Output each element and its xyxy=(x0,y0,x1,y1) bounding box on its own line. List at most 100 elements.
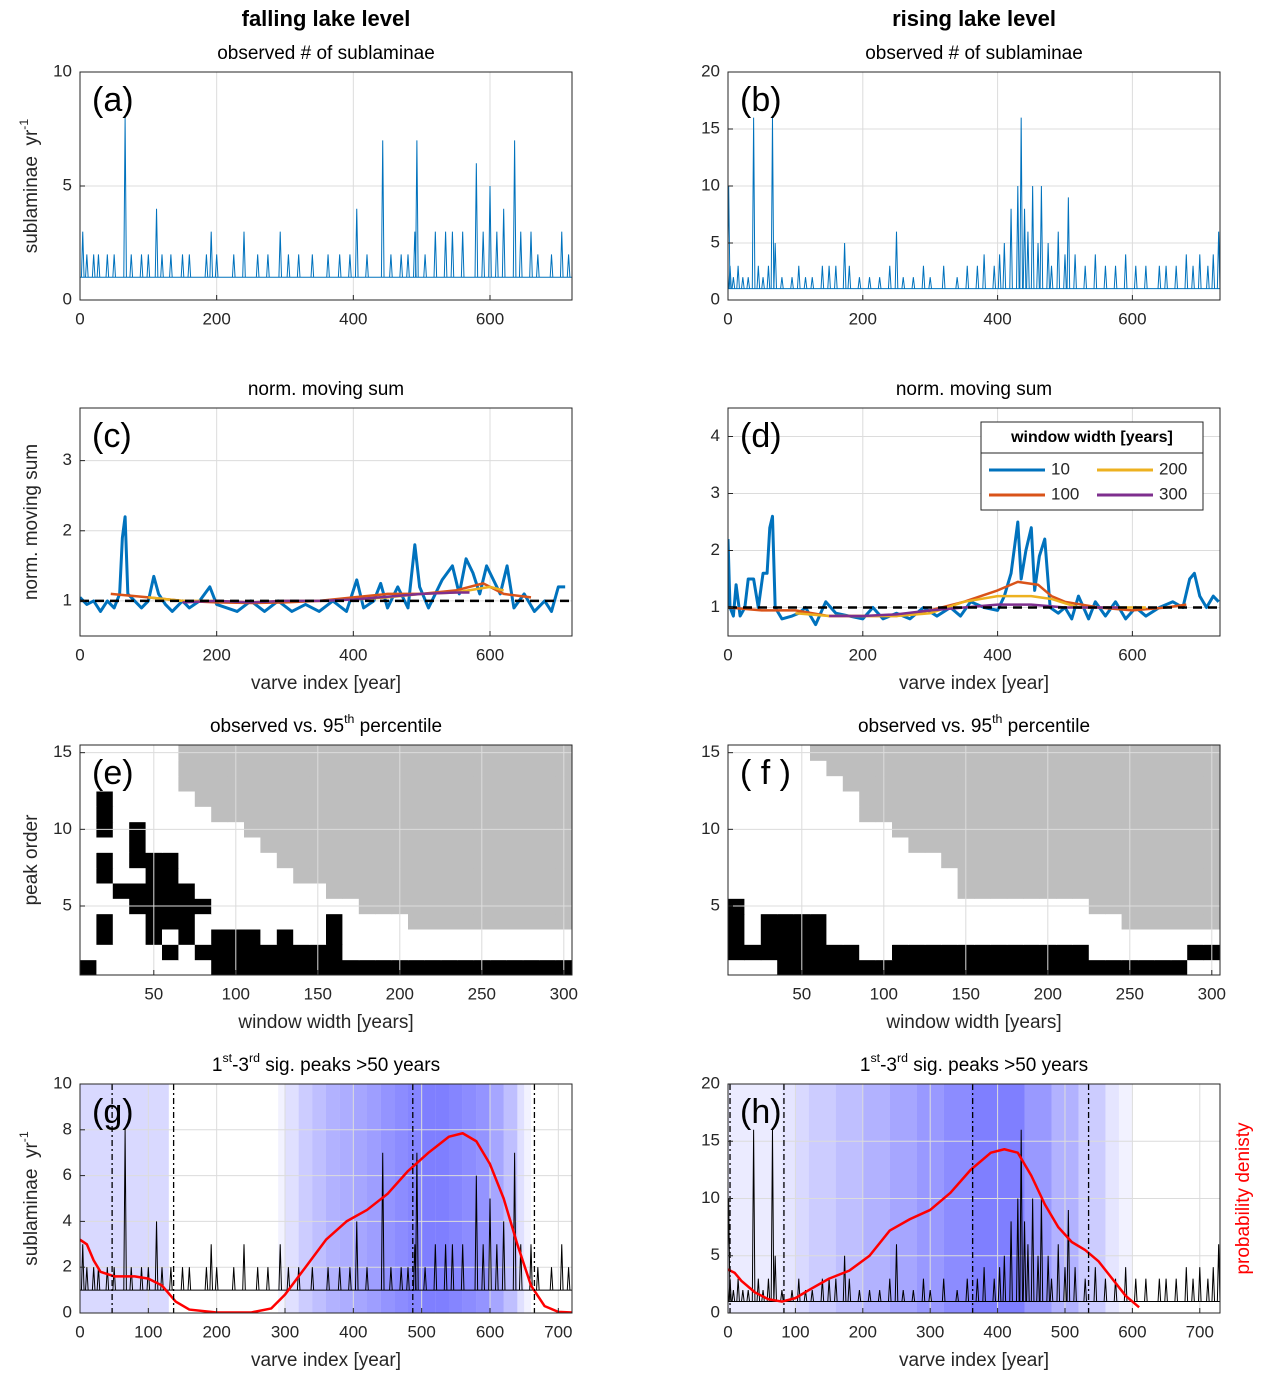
heat-cell xyxy=(1170,883,1188,899)
heat-cell xyxy=(375,775,393,792)
spike xyxy=(460,1244,465,1291)
heat-cell xyxy=(777,913,795,930)
heat-cell xyxy=(440,852,458,869)
heat-cell xyxy=(358,913,376,930)
density-shade xyxy=(312,1084,326,1313)
heat-cell xyxy=(408,760,425,777)
heat-cell xyxy=(1138,760,1155,777)
spike xyxy=(820,1278,825,1302)
heat-cell xyxy=(490,775,507,792)
density-shade xyxy=(524,1084,531,1313)
heat-cell xyxy=(244,775,261,792)
x-axis-label: window width [years] xyxy=(237,1012,413,1033)
heat-cell xyxy=(293,944,311,961)
x-tick-label: 700 xyxy=(544,1322,572,1341)
heat-cell xyxy=(1056,913,1073,930)
series-line xyxy=(728,1148,1140,1309)
heat-cell xyxy=(375,929,393,945)
heat-cell xyxy=(112,959,130,975)
x-tick-label: 700 xyxy=(1186,1322,1214,1341)
heat-cell xyxy=(810,760,827,777)
spike xyxy=(214,254,219,278)
spike xyxy=(146,1267,151,1291)
spike xyxy=(1103,1278,1108,1302)
heat-cell xyxy=(194,913,212,930)
x-tick-label: 200 xyxy=(386,984,414,1003)
heat-cell xyxy=(342,837,360,853)
heat-cell xyxy=(1006,837,1024,853)
spike xyxy=(911,277,916,289)
heat-cell xyxy=(440,944,458,961)
heat-cell xyxy=(1170,944,1188,961)
spike xyxy=(146,254,151,278)
legend-title: window width [years] xyxy=(1010,429,1173,446)
spike xyxy=(365,1267,369,1291)
panel-title: norm. moving sum xyxy=(248,379,404,400)
axes-box xyxy=(79,71,573,301)
heat-cell xyxy=(1154,837,1172,853)
y-tick-label: 10 xyxy=(53,819,72,838)
heat-cell xyxy=(859,883,877,899)
spike xyxy=(827,265,831,289)
heat-cell xyxy=(375,837,393,853)
spike xyxy=(1133,265,1138,289)
heat-cell xyxy=(342,760,360,777)
spike xyxy=(139,1267,144,1291)
y-tick-label: 0 xyxy=(711,289,720,308)
x-tick-label: 0 xyxy=(75,309,84,328)
heat-cell xyxy=(440,913,458,930)
x-tick-label: 500 xyxy=(1051,1322,1079,1341)
heat-cell xyxy=(260,852,278,869)
spike xyxy=(894,1244,899,1302)
spike xyxy=(901,277,906,289)
spike xyxy=(911,1290,916,1302)
heat-cell xyxy=(211,913,229,930)
heat-cell xyxy=(1187,883,1205,899)
heat-cell xyxy=(1170,775,1188,792)
heat-cell xyxy=(760,775,778,792)
panel-title-sup: st xyxy=(223,1051,233,1065)
heat-cell xyxy=(80,944,97,961)
spike xyxy=(169,1267,173,1291)
heat-cell xyxy=(342,944,360,961)
heat-cell xyxy=(1138,775,1155,792)
spike xyxy=(1019,117,1023,289)
spike xyxy=(1022,1221,1027,1302)
spike xyxy=(169,254,173,278)
heat-cell xyxy=(112,806,130,823)
y-tick-label: 6 xyxy=(63,1165,72,1184)
spike xyxy=(1211,254,1216,289)
panel-title: observed vs. 95th percentile xyxy=(210,712,442,737)
y-tick-label: 0 xyxy=(711,1302,720,1321)
heat-cell xyxy=(1056,791,1073,807)
heat-cell xyxy=(908,852,926,869)
heat-cell xyxy=(728,775,745,792)
heat-cell xyxy=(908,929,926,945)
heat-cell xyxy=(908,760,926,777)
heat-cell xyxy=(1187,775,1205,792)
spike xyxy=(85,1267,89,1291)
heat-cell xyxy=(1138,913,1155,930)
heat-cell xyxy=(276,837,294,853)
y-tick-label: 20 xyxy=(701,1073,720,1092)
heat-cell xyxy=(276,791,294,807)
heat-cell xyxy=(1006,760,1024,777)
density-shade xyxy=(339,1084,354,1313)
heat-cell xyxy=(80,760,97,777)
heat-cell xyxy=(777,959,795,975)
heat-cell xyxy=(1105,913,1123,930)
heat-cell xyxy=(326,944,343,961)
heat-cell xyxy=(260,883,278,899)
x-tick-label: 100 xyxy=(870,984,898,1003)
heat-cell xyxy=(974,929,991,945)
heat-cell xyxy=(1154,791,1172,807)
heat-cell xyxy=(522,806,540,823)
spike xyxy=(255,1267,260,1291)
spike xyxy=(105,254,110,278)
heat-cell xyxy=(760,944,778,961)
x-tick-label: 200 xyxy=(202,645,230,664)
heat-cell xyxy=(440,883,458,899)
heat-cell xyxy=(375,944,393,961)
spike xyxy=(1056,1244,1061,1302)
spike xyxy=(549,254,554,278)
